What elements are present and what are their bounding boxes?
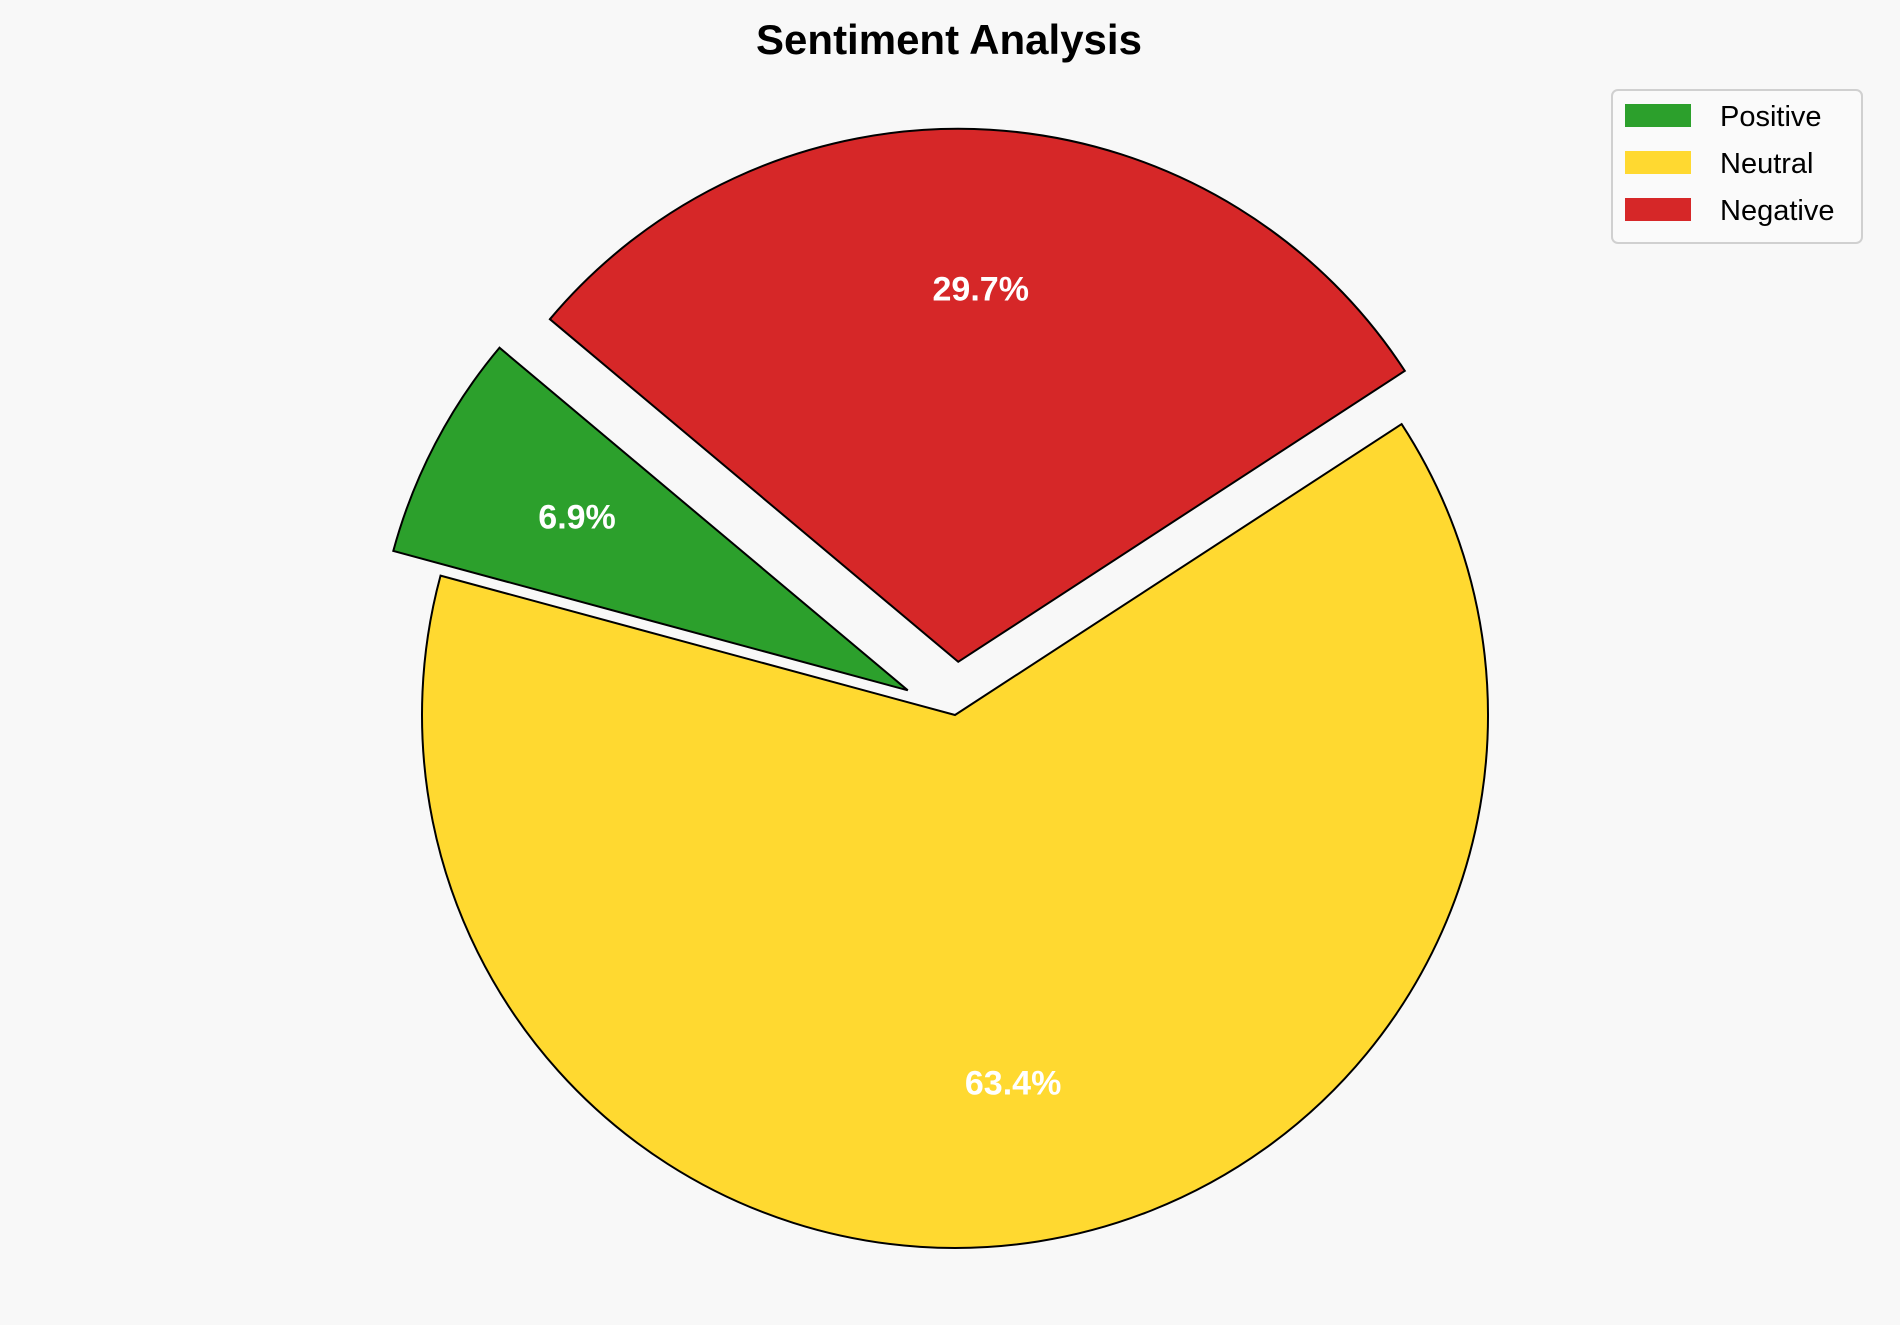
pie-slice-positive	[392, 346, 909, 692]
legend-label-neutral: Neutral	[1720, 148, 1814, 180]
pct-label-negative: 29.7%	[933, 270, 1029, 308]
pie-labels: 6.9% 63.4% 29.7%	[538, 270, 1061, 1102]
legend: Positive Neutral Negative	[1611, 89, 1863, 244]
pct-label-positive: 6.9%	[538, 499, 616, 537]
chart-title: Sentiment Analysis	[756, 16, 1142, 63]
legend-label-positive: Positive	[1720, 101, 1822, 133]
legend-swatch-negative	[1625, 198, 1691, 221]
legend-swatch-neutral	[1625, 151, 1691, 174]
legend-label-negative: Negative	[1720, 195, 1834, 227]
pie-slices	[392, 127, 1489, 1249]
pct-label-neutral: 63.4%	[965, 1065, 1061, 1103]
pie-slice-neutral	[421, 422, 1489, 1249]
legend-swatch-positive	[1625, 104, 1691, 127]
pie-slice-negative	[548, 127, 1407, 664]
